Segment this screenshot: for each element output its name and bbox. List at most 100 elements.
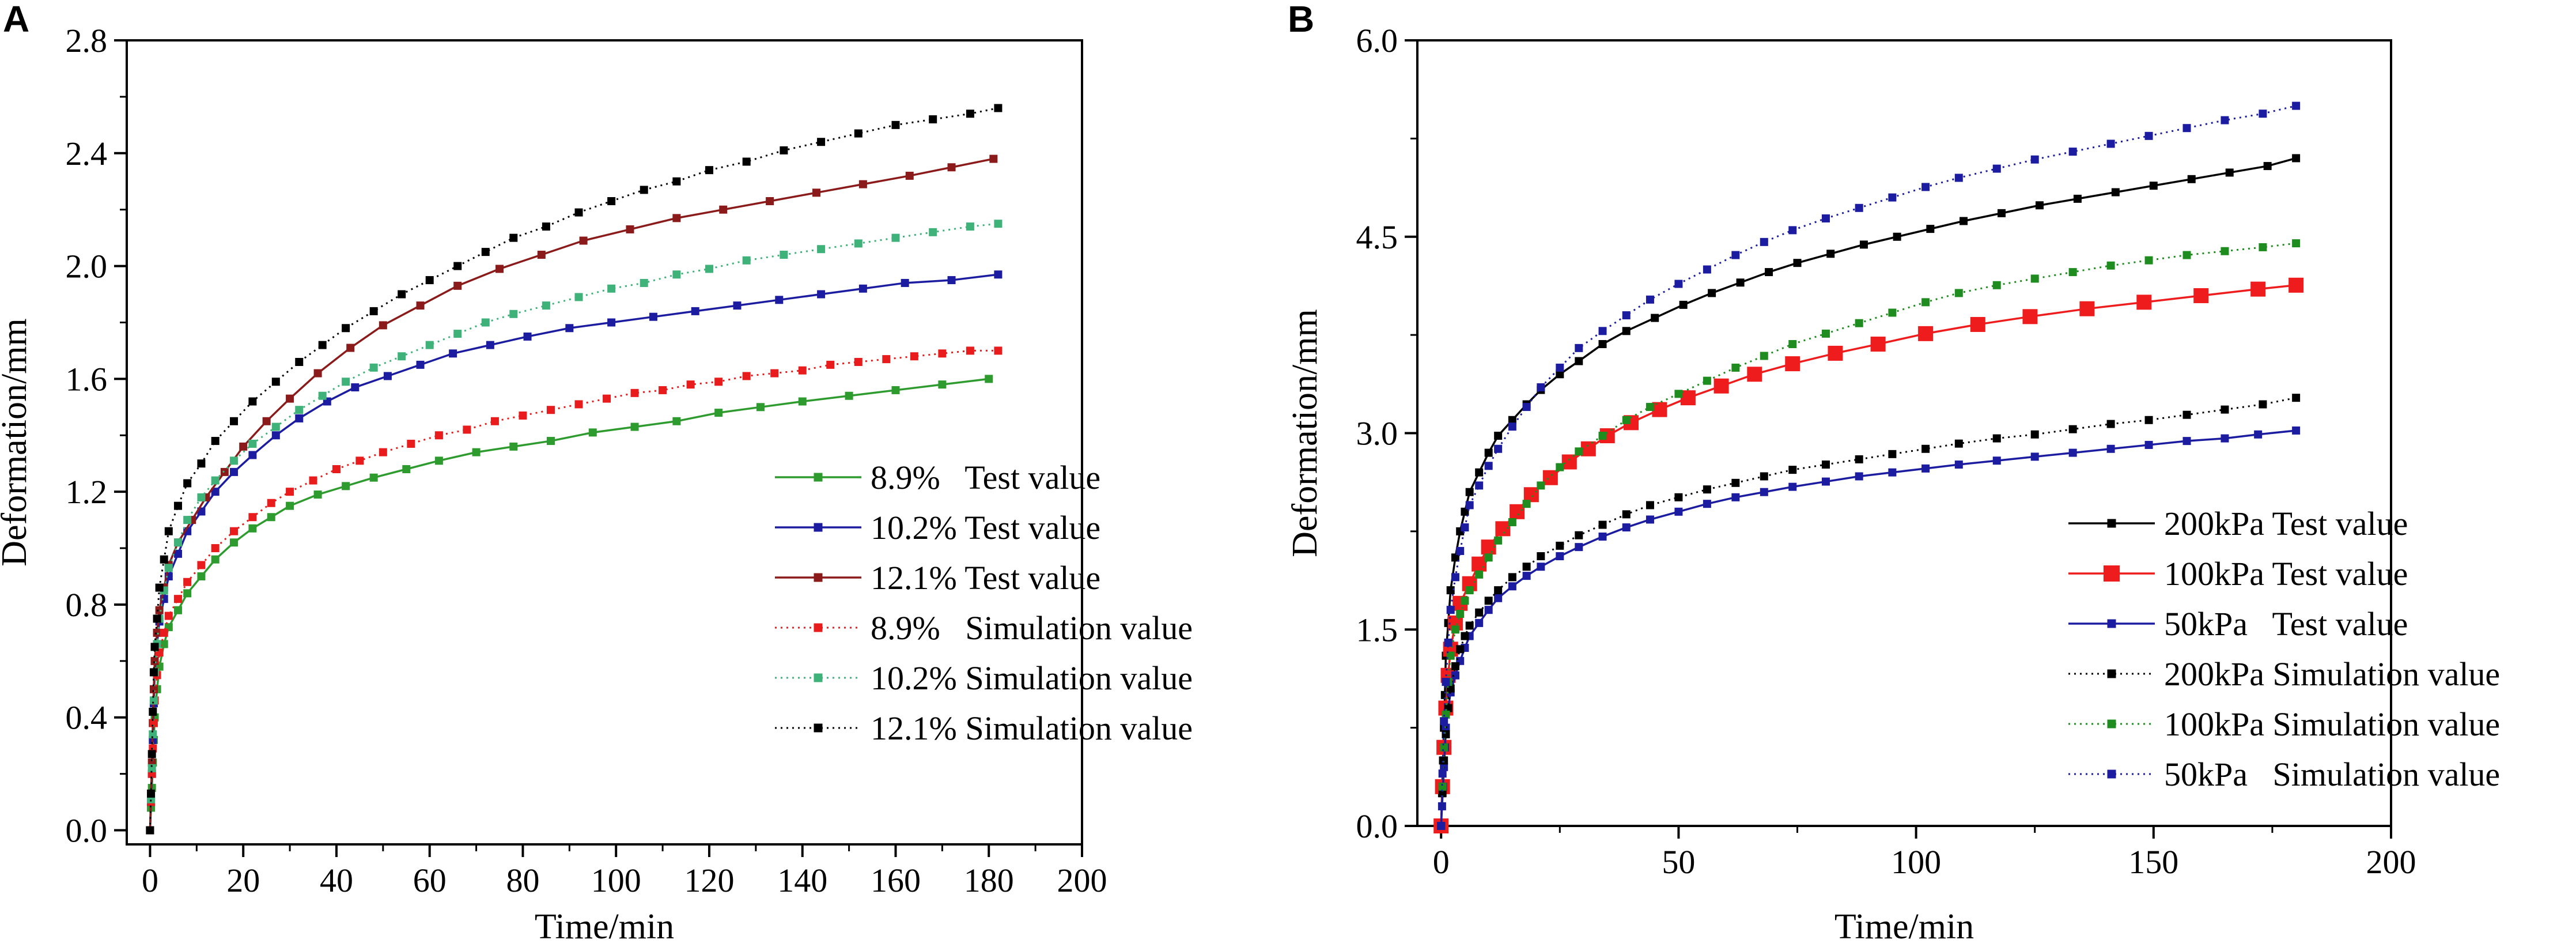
data-point xyxy=(1893,232,1901,241)
data-point xyxy=(342,482,350,490)
data-point xyxy=(2187,175,2196,183)
data-point xyxy=(1461,597,1469,605)
data-point xyxy=(2068,268,2077,277)
data-point xyxy=(1703,485,1711,494)
data-point xyxy=(1522,563,1531,571)
legend-marker xyxy=(2107,519,2116,528)
data-point xyxy=(705,265,713,273)
data-point xyxy=(1598,432,1607,440)
data-point xyxy=(1484,462,1493,470)
data-point xyxy=(714,378,723,386)
data-point xyxy=(1542,470,1558,485)
data-point xyxy=(267,499,275,507)
data-point xyxy=(1438,782,1447,791)
data-point xyxy=(150,656,159,665)
data-point xyxy=(1888,468,1897,477)
data-point xyxy=(1921,183,1930,191)
data-point xyxy=(1472,556,1487,572)
data-point xyxy=(2193,288,2209,303)
data-point xyxy=(211,544,220,553)
x-tick-label: 20 xyxy=(226,862,260,899)
data-point xyxy=(780,146,788,154)
data-point xyxy=(1475,608,1484,617)
data-point xyxy=(770,369,779,378)
data-point xyxy=(1561,454,1577,470)
data-point xyxy=(1954,461,1963,469)
data-point xyxy=(2035,201,2044,210)
plot-frame xyxy=(126,39,1083,846)
data-point xyxy=(542,222,550,231)
data-point xyxy=(383,372,392,380)
data-point xyxy=(1680,390,1696,406)
data-point xyxy=(1446,586,1455,595)
data-point xyxy=(2182,410,2191,419)
data-point xyxy=(318,341,327,349)
data-point xyxy=(2259,243,2267,251)
data-point xyxy=(1522,500,1531,508)
data-point xyxy=(2106,139,2115,148)
data-point xyxy=(659,386,667,394)
data-point xyxy=(313,490,322,499)
y-tick-label: 2.4 xyxy=(66,135,108,172)
y-tick-label: 0.4 xyxy=(66,699,108,737)
data-point xyxy=(2079,301,2095,316)
data-point xyxy=(2136,295,2152,310)
data-point xyxy=(1622,416,1631,424)
data-point xyxy=(766,197,774,205)
data-point xyxy=(286,501,294,510)
series-2 xyxy=(1437,426,2301,830)
data-point xyxy=(1598,340,1607,349)
data-point xyxy=(1465,586,1474,595)
data-point xyxy=(481,248,490,256)
x-tick-label: 60 xyxy=(413,862,447,899)
data-point xyxy=(1537,383,1545,391)
y-tick-label: 6.0 xyxy=(1356,22,1398,59)
data-point xyxy=(1970,316,1985,332)
data-point xyxy=(691,307,699,315)
data-point xyxy=(1821,461,1830,469)
data-point xyxy=(1598,520,1607,529)
data-point xyxy=(318,391,327,400)
data-point xyxy=(1451,671,1459,680)
data-point xyxy=(1556,463,1564,471)
x-tick-label: 40 xyxy=(320,862,353,899)
data-point xyxy=(150,643,159,651)
data-point xyxy=(649,312,657,321)
data-point xyxy=(1821,477,1830,486)
data-point xyxy=(891,386,900,394)
data-point xyxy=(607,318,616,327)
data-point xyxy=(1992,281,2001,289)
data-point xyxy=(905,171,914,180)
data-point xyxy=(1465,621,1474,630)
data-point xyxy=(211,437,220,446)
data-point xyxy=(379,448,387,456)
data-point xyxy=(149,685,158,693)
data-point xyxy=(481,318,490,327)
x-tick-label: 140 xyxy=(777,862,827,899)
legend-marker xyxy=(814,723,823,733)
data-point xyxy=(1622,523,1631,532)
data-point xyxy=(2221,247,2229,255)
data-point xyxy=(271,378,280,386)
data-point xyxy=(1440,717,1448,726)
data-point xyxy=(211,555,220,564)
data-point xyxy=(2292,394,2301,402)
data-point xyxy=(1674,390,1683,398)
data-point xyxy=(1731,478,1740,487)
panel-label: A xyxy=(3,0,29,40)
data-point xyxy=(262,417,271,425)
data-point xyxy=(286,488,294,496)
data-point xyxy=(1446,651,1455,660)
series-1 xyxy=(1433,277,2304,833)
data-point xyxy=(1440,756,1448,765)
data-point xyxy=(1888,308,1897,317)
data-point xyxy=(1475,570,1484,579)
data-point xyxy=(351,383,360,392)
data-point xyxy=(826,360,835,369)
x-tick-label: 50 xyxy=(1662,843,1695,881)
data-point xyxy=(147,789,156,798)
data-point xyxy=(2292,154,2301,163)
data-point xyxy=(1438,789,1447,798)
y-tick-label: 3.0 xyxy=(1356,415,1398,452)
data-point xyxy=(989,154,998,163)
